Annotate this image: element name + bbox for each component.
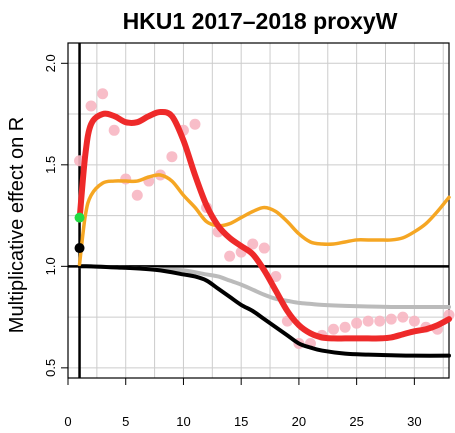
data-point: [374, 316, 385, 327]
data-point: [190, 119, 201, 130]
data-point: [363, 316, 374, 327]
data-point: [224, 251, 235, 262]
y-axis-label: Multiplicative effect on R: [6, 117, 28, 333]
data-point: [259, 243, 270, 254]
data-point: [97, 88, 108, 99]
chart-title: HKU1 2017–2018 proxyW: [123, 8, 398, 34]
y-tick-label: 0.5: [43, 359, 58, 377]
series-line-red: [80, 112, 449, 338]
x-tick-label: 25: [349, 414, 363, 429]
data-point: [409, 316, 420, 327]
data-point: [328, 324, 339, 335]
data-point: [351, 318, 362, 329]
data-point: [109, 125, 120, 136]
y-tick-label: 1.0: [43, 257, 58, 275]
data-point: [340, 322, 351, 333]
y-tick-label: 2.0: [43, 54, 58, 72]
series-line-black: [80, 266, 449, 355]
data-point: [386, 314, 397, 325]
x-tick-label: 5: [122, 414, 129, 429]
data-point: [132, 190, 143, 201]
y-tick-label: 1.5: [43, 156, 58, 174]
x-tick-label: 20: [292, 414, 306, 429]
data-point: [86, 100, 97, 111]
data-point: [166, 151, 177, 162]
x-tick-label: 10: [176, 414, 190, 429]
x-tick-label: 30: [407, 414, 421, 429]
x-tick-label: 0: [64, 414, 71, 429]
marker-point-green: [75, 213, 85, 223]
marker-point-black: [75, 243, 85, 253]
plot-area: 0.5 1.0 1.5 2.0 0 5 10 15 20 25 30: [43, 43, 455, 429]
x-tick-label: 15: [234, 414, 248, 429]
data-point: [397, 312, 408, 323]
